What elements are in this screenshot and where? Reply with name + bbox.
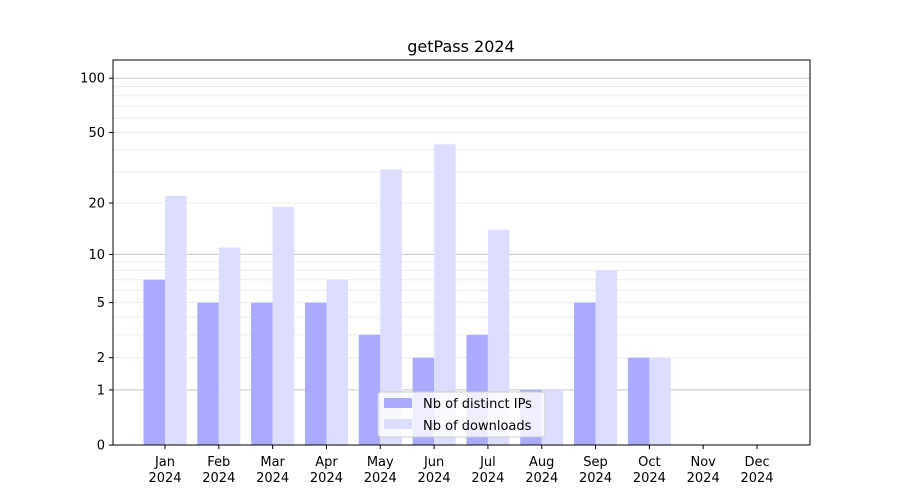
bar-ips: [574, 302, 596, 445]
x-tick-label: 2024: [418, 471, 451, 486]
x-tick-label: 2024: [202, 471, 235, 486]
bar-ips: [197, 302, 219, 445]
x-tick-label: Dec: [744, 455, 769, 470]
y-tick-label: 2: [97, 351, 105, 366]
y-tick-label: 100: [80, 72, 105, 87]
bar-downloads: [434, 144, 456, 445]
bar-downloads: [272, 206, 295, 445]
bar-ips: [358, 334, 381, 445]
y-tick-label: 5: [97, 296, 105, 311]
bar-ips: [627, 357, 650, 445]
legend-label-downloads: Nb of downloads: [423, 419, 532, 434]
x-tick-label: 2024: [256, 471, 289, 486]
plot-frame: [112, 59, 811, 446]
legend-box: [377, 391, 546, 438]
bar-downloads: [165, 195, 187, 445]
legend-swatch-ips: [384, 398, 412, 408]
x-tick-label: Jan: [154, 455, 175, 470]
x-tick-label: 2024: [310, 471, 343, 486]
x-tick-label: 2024: [148, 471, 181, 486]
x-tick-label: 2024: [687, 471, 720, 486]
bars: [143, 144, 671, 445]
legend-swatch-downloads: [384, 419, 412, 429]
bar-downloads: [218, 247, 241, 445]
x-tick-label: Jul: [479, 455, 496, 470]
y-tick-label: 50: [88, 126, 105, 141]
x-tick-label: 2024: [525, 471, 558, 486]
y-tick-label: 20: [88, 197, 105, 212]
legend-label-ips: Nb of distinct IPs: [423, 397, 532, 412]
legend: Nb of distinct IPs Nb of downloads: [377, 391, 546, 438]
x-tick-label: Feb: [207, 455, 230, 470]
bar-downloads: [649, 357, 671, 445]
bar-downloads: [380, 169, 402, 445]
x-tick-label: Mar: [260, 455, 285, 470]
bar-downloads: [487, 229, 510, 445]
x-tick-label: 2024: [579, 471, 612, 486]
y-axis: 0 1 2 5 10 20 50 100: [80, 72, 113, 454]
x-tick-label: Jun: [423, 455, 444, 470]
y-tick-label: 0: [97, 439, 105, 454]
x-tick-label: 2024: [633, 471, 666, 486]
bar-ips: [251, 302, 273, 445]
bar-ips: [143, 279, 165, 445]
x-axis: Jan2024Feb2024Mar2024Apr2024May2024Jun20…: [148, 445, 774, 486]
x-tick-label: Aug: [529, 455, 554, 470]
bar-downloads: [326, 279, 348, 445]
x-tick-label: Nov: [691, 455, 717, 470]
x-tick-label: May: [367, 455, 394, 470]
x-tick-label: 2024: [471, 471, 504, 486]
x-tick-label: Oct: [638, 455, 660, 470]
x-tick-label: 2024: [740, 471, 773, 486]
x-tick-label: Apr: [315, 455, 338, 470]
x-tick-label: Sep: [583, 455, 608, 470]
x-tick-label: 2024: [364, 471, 397, 486]
chart-title: getPass 2024: [407, 37, 514, 56]
bar-downloads: [595, 270, 618, 445]
y-tick-label: 10: [88, 248, 105, 263]
y-tick-label: 1: [97, 383, 105, 398]
bar-ips: [304, 302, 327, 445]
bar-downloads: [541, 389, 564, 445]
